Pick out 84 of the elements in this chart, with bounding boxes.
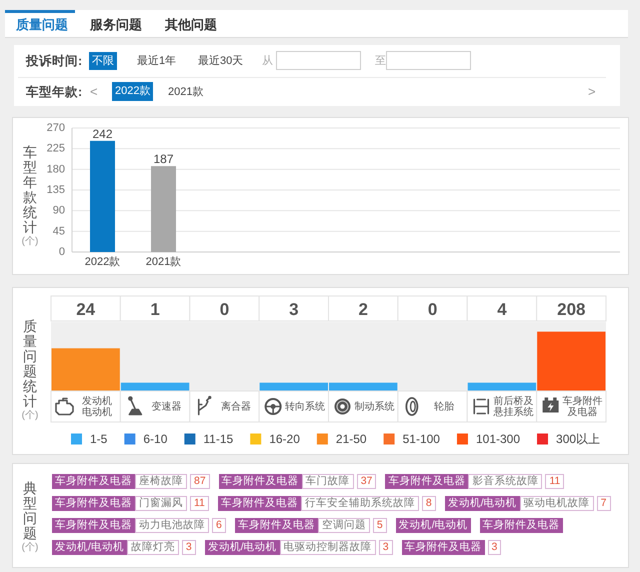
data-label: 7 bbox=[596, 496, 611, 511]
category-label: 车门故障 bbox=[302, 474, 354, 489]
text: 发动机/电动机 bbox=[52, 540, 127, 555]
legend-label: 1-5 bbox=[90, 432, 108, 446]
data-label: 242 bbox=[92, 126, 113, 141]
x-tick-label: 轮胎 bbox=[434, 400, 454, 412]
data-label: 6 bbox=[212, 518, 226, 533]
legend-label: 21-50 bbox=[336, 432, 367, 446]
category-label: 故障灯亮 bbox=[126, 540, 179, 555]
text: 其他问题 bbox=[165, 16, 217, 34]
y-tick-label: 45 bbox=[52, 225, 65, 238]
text: 0 bbox=[220, 300, 230, 319]
text: 车身附件及电器 bbox=[218, 474, 302, 489]
text: 发动机/电动机 bbox=[396, 518, 471, 533]
text: 24 bbox=[76, 300, 96, 319]
data-label: 8 bbox=[422, 496, 436, 511]
y-axis-title: 质量问题统计(个) bbox=[22, 318, 38, 420]
category-label: 空调问题 bbox=[318, 518, 370, 533]
category-label: 驱动电机故障 bbox=[520, 496, 594, 511]
x-tick-label: 发动机电动机 bbox=[82, 394, 112, 418]
text: 208 bbox=[557, 300, 586, 319]
legend-label: 101-300 bbox=[476, 432, 520, 446]
x-tick-label: 车身附件及电器 bbox=[562, 394, 603, 418]
x-tick-label: 前后桥及悬挂系统 bbox=[492, 394, 534, 418]
text: 0 bbox=[428, 300, 438, 319]
text: 车身附件及电器 bbox=[218, 496, 301, 511]
category-label: 座椅故障 bbox=[135, 474, 187, 489]
text: 车身附件及电器 bbox=[52, 474, 135, 489]
text: 最近30天 bbox=[198, 54, 244, 69]
text: 发动机/电动机 bbox=[444, 496, 520, 511]
category-label: 动力电池故障 bbox=[135, 518, 209, 533]
text: 车身附件及电器 bbox=[52, 496, 135, 511]
text: 最近1年 bbox=[137, 54, 176, 69]
y-tick-label: 225 bbox=[46, 142, 65, 155]
data-label: 11 bbox=[545, 474, 564, 489]
text: 3 bbox=[289, 300, 299, 319]
y-tick-label: 0 bbox=[58, 246, 65, 258]
text: 车身附件及电器 bbox=[234, 518, 318, 533]
text: 不限 bbox=[89, 52, 117, 70]
data-label: 87 bbox=[190, 474, 210, 489]
data-label: 5 bbox=[372, 518, 387, 533]
legend-label: 300以上 bbox=[556, 432, 600, 446]
legend-label: 11-15 bbox=[203, 432, 234, 446]
text: < bbox=[90, 83, 98, 101]
text: 2021款 bbox=[168, 85, 204, 100]
text: 质量问题 bbox=[16, 16, 68, 34]
category-label: 门窗漏风 bbox=[135, 496, 187, 511]
y-tick-label: 90 bbox=[52, 204, 65, 217]
y-tick-label: 270 bbox=[46, 122, 65, 134]
data-label: 3 bbox=[488, 540, 502, 555]
text: 车身附件及电器 bbox=[480, 518, 563, 533]
text: 至 bbox=[375, 54, 386, 69]
data-label: 37 bbox=[356, 474, 376, 489]
data-label: 3 bbox=[378, 540, 393, 555]
text: 典型问题(个) bbox=[22, 480, 38, 552]
text: 1 bbox=[150, 300, 160, 319]
text: 车身附件及电器 bbox=[402, 540, 485, 555]
x-tick-label: 转向系统 bbox=[285, 400, 326, 412]
text: 车身附件及电器 bbox=[52, 518, 135, 533]
x-tick-label: 离合器 bbox=[220, 400, 251, 412]
y-tick-label: 135 bbox=[46, 184, 65, 196]
x-tick-label: 变速器 bbox=[151, 400, 182, 412]
data-label: 3 bbox=[182, 540, 196, 555]
category-label: 行车安全辅助系统故障 bbox=[300, 496, 419, 511]
y-axis-title: 车型年款统计(个) bbox=[22, 144, 38, 246]
text: 投诉时间: bbox=[26, 53, 82, 70]
text: 车身附件及电器 bbox=[385, 474, 468, 489]
category-label: 电驱动控制器故障 bbox=[280, 540, 376, 555]
text: 从 bbox=[262, 54, 273, 69]
legend-label: 16-20 bbox=[269, 432, 300, 446]
legend-label: 51-100 bbox=[402, 432, 440, 446]
text: 车型年款: bbox=[26, 84, 82, 101]
text: 服务问题 bbox=[90, 16, 142, 34]
text: 4 bbox=[497, 300, 507, 319]
data-label: 187 bbox=[153, 152, 174, 166]
text: 2022款 bbox=[112, 82, 154, 101]
x-tick-label: 制动系统 bbox=[354, 400, 394, 412]
y-tick-label: 180 bbox=[46, 163, 65, 176]
text: 发动机/电动机 bbox=[204, 540, 280, 555]
category-label: 影音系统故障 bbox=[468, 474, 542, 489]
text: > bbox=[588, 83, 596, 101]
text: 2 bbox=[358, 300, 368, 319]
legend-label: 6-10 bbox=[143, 432, 168, 446]
data-label: 11 bbox=[190, 496, 209, 511]
